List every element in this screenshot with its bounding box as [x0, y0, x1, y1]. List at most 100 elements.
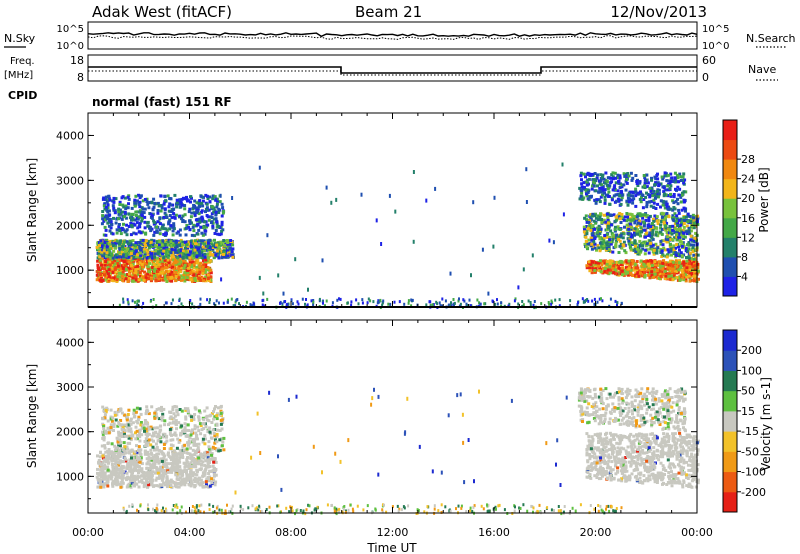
data-cell	[179, 270, 183, 274]
data-cell	[653, 214, 657, 218]
data-cell	[661, 203, 665, 207]
data-cell	[592, 184, 596, 188]
data-cell	[179, 470, 183, 474]
data-cell	[127, 300, 130, 304]
data-cell	[219, 249, 223, 253]
data-cell	[686, 220, 690, 224]
data-cell	[206, 223, 210, 227]
data-cell	[104, 228, 108, 232]
data-cell	[487, 291, 490, 296]
data-cell	[146, 265, 150, 269]
data-cell	[123, 196, 127, 200]
data-cell	[251, 304, 254, 308]
data-cell	[682, 216, 686, 219]
data-cell	[134, 269, 138, 273]
colorbar-cell	[723, 120, 737, 141]
data-cell	[155, 466, 158, 470]
data-cell	[684, 249, 688, 253]
data-cell	[617, 266, 621, 270]
data-cell	[656, 234, 660, 238]
data-cell	[215, 243, 219, 247]
data-cell	[111, 455, 115, 459]
data-cell	[605, 235, 609, 239]
data-cell	[669, 207, 673, 211]
data-cell	[617, 181, 621, 185]
data-cell	[128, 239, 132, 243]
data-cell	[616, 193, 620, 197]
power-ylabel: Slant Range [km]	[25, 158, 39, 262]
data-cell	[214, 198, 218, 202]
data-cell	[629, 171, 633, 175]
data-cell	[225, 239, 229, 242]
data-cell	[682, 172, 686, 176]
data-cell	[164, 274, 168, 278]
data-cell	[109, 254, 113, 258]
data-cell	[615, 272, 619, 276]
data-cell	[169, 209, 173, 213]
data-cell	[164, 266, 167, 269]
data-cell	[630, 233, 634, 237]
data-cell	[447, 303, 450, 307]
data-cell	[189, 271, 193, 274]
data-cell	[98, 250, 102, 254]
data-cell	[646, 259, 650, 263]
data-cell	[99, 241, 103, 245]
data-cell	[691, 213, 695, 217]
data-cell	[212, 251, 216, 255]
data-cell	[681, 241, 685, 245]
data-cell	[127, 212, 131, 216]
data-cell	[171, 265, 175, 269]
data-cell	[184, 226, 188, 230]
data-cell	[679, 233, 683, 237]
data-cell	[136, 217, 140, 221]
data-cell	[162, 481, 166, 485]
data-cell	[330, 200, 333, 205]
data-cell	[597, 264, 600, 268]
data-cell	[588, 269, 592, 273]
data-cell	[141, 276, 145, 279]
data-cell	[602, 218, 606, 222]
data-cell	[680, 276, 684, 280]
data-cell	[407, 301, 410, 305]
data-cell	[593, 227, 596, 231]
data-cell	[155, 261, 159, 265]
data-cell	[209, 268, 213, 272]
data-cell	[609, 242, 613, 246]
data-cell	[605, 243, 609, 247]
data-cell	[105, 208, 109, 212]
data-cell	[651, 230, 655, 234]
data-cell	[194, 244, 198, 248]
data-cell	[201, 217, 205, 221]
data-cell	[671, 208, 675, 212]
data-cell	[616, 225, 620, 229]
data-cell	[125, 223, 129, 227]
data-cell	[582, 185, 586, 189]
data-cell	[214, 210, 218, 214]
data-cell	[146, 253, 150, 256]
data-cell	[658, 260, 662, 264]
data-cell	[126, 258, 130, 262]
data-cell	[128, 250, 132, 254]
data-cell	[121, 266, 125, 270]
data-cell	[659, 275, 663, 278]
data-cell	[136, 262, 140, 266]
data-cell	[121, 203, 125, 207]
data-cell	[120, 247, 124, 251]
data-cell	[449, 303, 452, 307]
data-cell	[139, 273, 142, 277]
data-cell	[178, 233, 182, 237]
data-cell	[174, 213, 178, 217]
data-cell	[649, 204, 653, 208]
data-cell	[297, 302, 300, 306]
data-cell	[603, 213, 606, 217]
data-cell	[608, 238, 612, 242]
data-cell	[165, 243, 169, 247]
data-cell	[188, 261, 192, 265]
data-cell	[171, 225, 175, 229]
data-cell	[670, 179, 674, 183]
data-cell	[193, 248, 197, 252]
data-cell	[102, 249, 106, 253]
data-cell	[131, 299, 134, 303]
data-cell	[681, 175, 685, 179]
data-cell	[612, 271, 616, 275]
